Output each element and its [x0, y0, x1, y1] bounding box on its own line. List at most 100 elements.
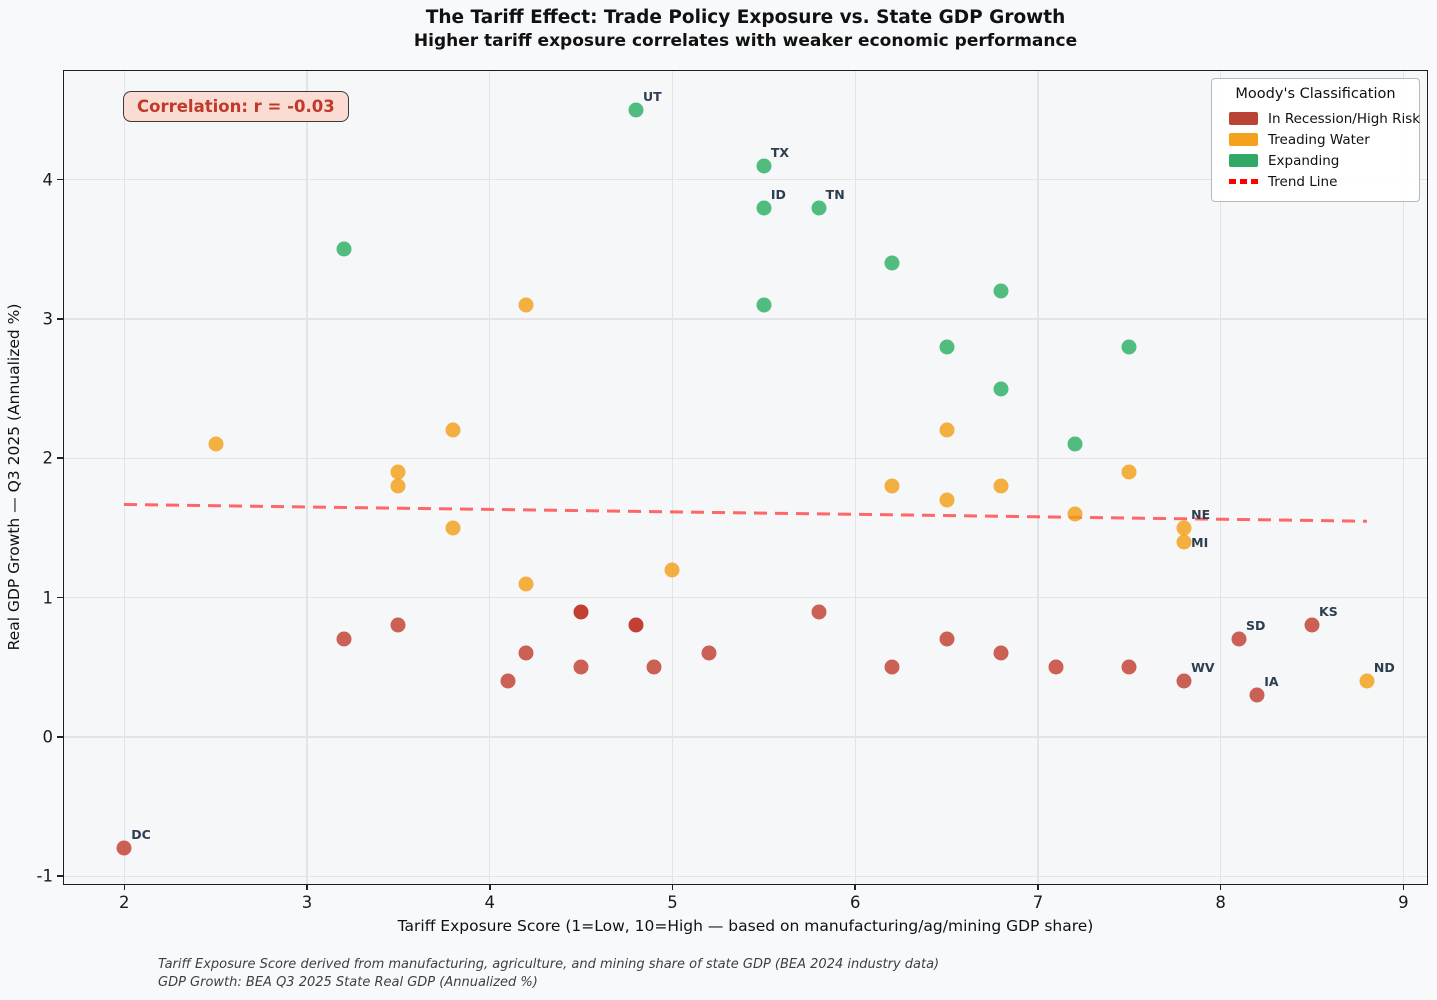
- y-tick-mark: [57, 875, 63, 878]
- data-point: [811, 200, 827, 216]
- data-point-label: ID: [770, 186, 786, 202]
- legend-entry: Trend Line: [1221, 171, 1410, 192]
- data-point: [628, 617, 644, 633]
- y-gridline: [64, 736, 1427, 738]
- x-axis-label: Tariff Exposure Score (1=Low, 10=High — …: [397, 917, 1094, 935]
- data-point-label: NE: [1191, 506, 1211, 522]
- data-point: [573, 604, 589, 620]
- x-tick-label: 2: [119, 893, 130, 912]
- data-point: [1176, 520, 1192, 536]
- x-gridline: [1220, 71, 1222, 884]
- x-tick-label: 4: [484, 893, 496, 912]
- x-tick-mark: [306, 884, 308, 890]
- data-point-label: MI: [1191, 534, 1209, 550]
- x-tick-label: 7: [1032, 893, 1044, 912]
- data-point-label: KS: [1319, 604, 1338, 620]
- data-point: [756, 297, 772, 313]
- x-gridline: [1037, 71, 1039, 884]
- data-point: [701, 645, 717, 661]
- data-point: [1121, 464, 1137, 480]
- data-point: [939, 422, 955, 438]
- x-tick-mark: [123, 884, 126, 890]
- data-point-label: SD: [1245, 618, 1266, 634]
- x-gridline: [671, 71, 674, 884]
- data-point: [939, 492, 955, 508]
- data-point: [500, 673, 516, 689]
- chart-subtitle: Higher tariff exposure correlates with w…: [413, 31, 1078, 52]
- data-point: [573, 659, 589, 675]
- data-point: [993, 381, 1009, 397]
- legend-entry-label: Trend Line: [1268, 173, 1338, 190]
- data-point: [646, 659, 662, 675]
- x-tick-label: 9: [1398, 893, 1409, 912]
- trend-line: [124, 502, 1367, 523]
- data-point: [518, 576, 534, 592]
- x-gridline: [854, 71, 856, 884]
- data-point: [390, 464, 406, 480]
- data-point-label: DC: [131, 827, 151, 843]
- data-point: [628, 102, 644, 118]
- data-point: [1067, 506, 1082, 522]
- data-point: [390, 617, 406, 633]
- legend-title: Moody's Classification: [1235, 86, 1396, 102]
- legend-entries: In Recession/High Risk Treading Water Expa…: [1221, 108, 1420, 192]
- x-tick-mark: [671, 884, 674, 890]
- y-tick-mark: [57, 178, 63, 181]
- data-point: [1231, 631, 1247, 647]
- y-tick-mark: [57, 596, 63, 599]
- data-point: [390, 478, 406, 494]
- data-point: [993, 645, 1009, 661]
- x-gridline: [1402, 71, 1404, 884]
- legend-entry: Expanding: [1221, 150, 1410, 171]
- data-point: [336, 631, 352, 647]
- data-point-label: ND: [1373, 660, 1395, 676]
- data-point: [1359, 673, 1375, 689]
- legend: Moody's Classification In Recession/High…: [1211, 78, 1420, 202]
- data-point: [518, 645, 534, 661]
- y-tick-label: 4: [42, 170, 54, 190]
- legend-entry-label: Expanding: [1268, 152, 1340, 169]
- legend-color-swatch-icon: [1229, 133, 1258, 146]
- x-tick-label: 5: [667, 893, 678, 912]
- y-tick-label: -1: [36, 866, 53, 886]
- data-point: [756, 158, 772, 174]
- data-point: [1048, 659, 1064, 675]
- legend-entry-label: In Recession/High Risk: [1268, 110, 1421, 127]
- data-point: [993, 283, 1009, 299]
- y-tick-mark: [57, 457, 63, 460]
- data-point: [939, 631, 955, 647]
- y-tick-label: 3: [42, 309, 54, 329]
- y-gridline: [64, 179, 1427, 181]
- data-point: [884, 478, 900, 494]
- data-point: [1176, 534, 1192, 550]
- y-tick-label: 0: [42, 727, 54, 747]
- data-point: [884, 659, 900, 675]
- x-gridline: [489, 71, 491, 884]
- chart-header: The Tariff Effect: Trade Policy Exposure…: [63, 6, 1428, 52]
- x-tick-mark: [1219, 884, 1222, 890]
- x-tick-label: 8: [1215, 893, 1226, 912]
- plot-area: Correlation: r = -0.03 Moody's Classific…: [37, 70, 1428, 912]
- data-point: [445, 422, 461, 438]
- data-point: [1176, 673, 1192, 689]
- y-tick-label: 2: [42, 448, 54, 468]
- x-tick-mark: [488, 884, 491, 890]
- y-gridline: [64, 875, 1427, 877]
- data-point-label: TX: [770, 144, 790, 160]
- correlation-annotation: Correlation: r = -0.03: [123, 91, 349, 122]
- data-point-label: WV: [1191, 660, 1215, 676]
- x-tick-label: 6: [849, 893, 861, 912]
- data-point: [664, 562, 680, 578]
- y-tick-mark: [57, 736, 63, 738]
- data-point-label: UT: [642, 89, 662, 104]
- data-point: [1121, 339, 1137, 355]
- y-axis-label: Real GDP Growth — Q3 2025 (Annualized %): [5, 303, 23, 651]
- footnotes: Tariff Exposure Score derived from manuf…: [158, 956, 939, 991]
- y-tick-label: 1: [42, 588, 54, 608]
- chart-title: The Tariff Effect: Trade Policy Exposure…: [425, 7, 1066, 28]
- y-tick-mark: [57, 318, 63, 320]
- legend-trend-line-swatch-icon: [1229, 179, 1258, 184]
- x-tick-mark: [854, 884, 857, 890]
- data-point: [116, 840, 132, 856]
